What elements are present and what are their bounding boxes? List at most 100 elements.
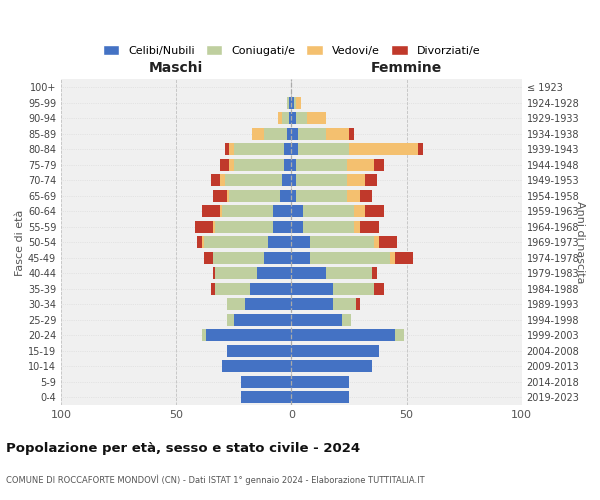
Bar	[292, 392, 349, 404]
Bar	[292, 283, 333, 295]
Bar	[292, 128, 298, 140]
Bar	[292, 96, 293, 109]
Bar	[326, 128, 349, 140]
Bar	[292, 174, 296, 186]
Bar	[372, 268, 377, 280]
Bar	[347, 174, 365, 186]
Bar	[289, 112, 292, 124]
Bar	[211, 283, 215, 295]
Bar	[292, 252, 310, 264]
Bar	[365, 174, 377, 186]
Bar	[222, 360, 292, 372]
Bar	[296, 174, 347, 186]
Bar	[241, 376, 292, 388]
Bar	[292, 376, 349, 388]
Bar	[257, 268, 292, 280]
Bar	[280, 190, 292, 202]
Bar	[333, 298, 356, 310]
Y-axis label: Fasce di età: Fasce di età	[15, 209, 25, 276]
Bar	[278, 112, 282, 124]
Bar	[296, 190, 347, 202]
Bar	[292, 158, 296, 171]
Bar	[234, 143, 284, 156]
Bar	[296, 112, 307, 124]
Bar	[391, 252, 395, 264]
Bar	[347, 158, 374, 171]
Bar	[284, 158, 292, 171]
Bar	[298, 128, 326, 140]
Bar	[361, 221, 379, 233]
Bar	[374, 158, 383, 171]
Text: COMUNE DI ROCCAFORTE MONDOVÌ (CN) - Dati ISTAT 1° gennaio 2024 - Elaborazione TU: COMUNE DI ROCCAFORTE MONDOVÌ (CN) - Dati…	[6, 474, 425, 485]
Bar	[303, 206, 353, 218]
Bar	[229, 158, 234, 171]
Bar	[245, 298, 292, 310]
Bar	[222, 206, 273, 218]
Text: Femmine: Femmine	[371, 61, 442, 75]
Bar	[292, 298, 333, 310]
Bar	[220, 174, 224, 186]
Bar	[282, 174, 292, 186]
Bar	[202, 330, 206, 342]
Bar	[287, 96, 289, 109]
Bar	[326, 268, 372, 280]
Bar	[227, 190, 229, 202]
Bar	[273, 206, 292, 218]
Y-axis label: Anni di nascita: Anni di nascita	[575, 201, 585, 283]
Bar	[241, 392, 292, 404]
Bar	[282, 112, 289, 124]
Bar	[202, 236, 204, 248]
Bar	[204, 236, 268, 248]
Bar	[202, 206, 220, 218]
Bar	[296, 158, 347, 171]
Bar	[349, 128, 353, 140]
Bar	[220, 206, 222, 218]
Bar	[206, 330, 292, 342]
Bar	[224, 174, 282, 186]
Bar	[227, 345, 292, 357]
Bar	[229, 190, 280, 202]
Bar	[347, 190, 361, 202]
Bar	[292, 268, 326, 280]
Bar	[293, 96, 296, 109]
Bar	[298, 143, 349, 156]
Bar	[292, 236, 310, 248]
Bar	[273, 221, 292, 233]
Bar	[284, 143, 292, 156]
Bar	[365, 206, 383, 218]
Bar	[250, 283, 292, 295]
Bar	[194, 221, 213, 233]
Bar	[342, 314, 351, 326]
Bar	[204, 252, 213, 264]
Bar	[310, 236, 374, 248]
Bar	[264, 252, 292, 264]
Bar	[224, 143, 229, 156]
Bar	[292, 314, 342, 326]
Bar	[287, 128, 292, 140]
Text: Popolazione per età, sesso e stato civile - 2024: Popolazione per età, sesso e stato civil…	[6, 442, 360, 455]
Bar	[356, 298, 361, 310]
Bar	[197, 236, 202, 248]
Bar	[220, 158, 229, 171]
Bar	[213, 268, 215, 280]
Bar	[268, 236, 292, 248]
Bar	[349, 143, 418, 156]
Bar	[213, 221, 215, 233]
Bar	[307, 112, 326, 124]
Bar	[374, 236, 379, 248]
Bar	[292, 143, 298, 156]
Bar	[211, 174, 220, 186]
Bar	[213, 190, 227, 202]
Bar	[379, 236, 397, 248]
Bar	[361, 190, 372, 202]
Bar	[395, 330, 404, 342]
Bar	[234, 314, 292, 326]
Bar	[252, 128, 264, 140]
Bar	[418, 143, 422, 156]
Bar	[229, 143, 234, 156]
Bar	[353, 206, 365, 218]
Bar	[292, 221, 303, 233]
Bar	[215, 283, 250, 295]
Bar	[310, 252, 391, 264]
Bar	[289, 96, 292, 109]
